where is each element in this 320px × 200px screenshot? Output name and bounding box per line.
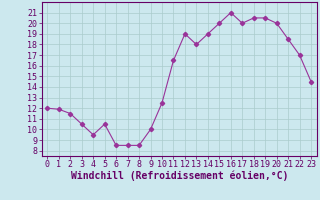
X-axis label: Windchill (Refroidissement éolien,°C): Windchill (Refroidissement éolien,°C) (70, 171, 288, 181)
